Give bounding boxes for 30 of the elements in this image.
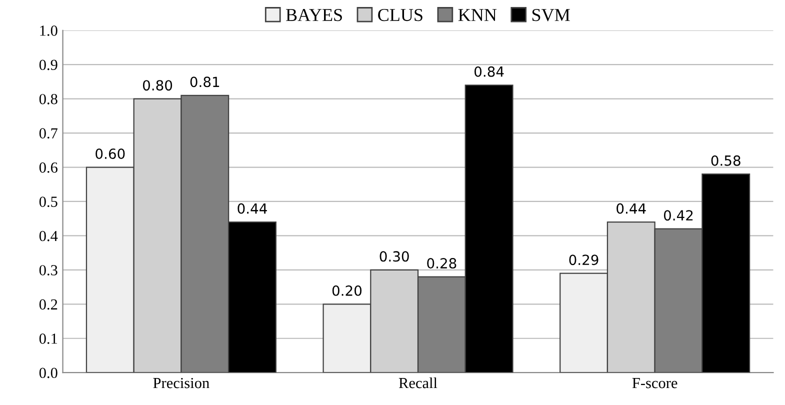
y-tick-label: 0.8 — [39, 94, 58, 104]
y-tick-label: 0.9 — [39, 60, 58, 70]
legend-label: KNN — [458, 9, 497, 21]
legend-label: BAYES — [286, 8, 342, 22]
x-tick-label: Recall — [398, 377, 438, 388]
y-tick-label: 0.6 — [39, 162, 58, 173]
data-label: 0.42 — [664, 210, 693, 221]
data-label: 0.44 — [238, 203, 267, 214]
y-tick-label: 0.5 — [39, 196, 58, 208]
data-label: 0.28 — [427, 258, 456, 269]
y-tick-label: 0.0 — [39, 368, 58, 378]
legend-label: CLUS — [378, 8, 422, 22]
y-tick-label: 0.2 — [39, 299, 58, 310]
data-label: 0.58 — [711, 155, 740, 166]
y-tick-label: 0.7 — [39, 128, 58, 139]
x-tick-label: Precision — [153, 378, 210, 388]
y-tick-label: 0.4 — [39, 230, 58, 242]
data-label: 0.44 — [616, 203, 646, 214]
data-label: 0.20 — [332, 285, 362, 296]
data-label: 0.80 — [142, 80, 172, 91]
y-tick-label: 0.3 — [39, 265, 58, 276]
data-label: 0.29 — [569, 254, 598, 266]
data-label: 0.84 — [474, 66, 504, 77]
data-label: 0.60 — [96, 148, 125, 160]
y-tick-label: 0.1 — [39, 334, 58, 344]
x-tick-label: F-score — [632, 378, 678, 388]
data-label: 0.81 — [190, 76, 220, 88]
data-label: 0.30 — [380, 251, 409, 262]
legend-label: SVM — [532, 8, 570, 22]
y-tick-label: 1.0 — [40, 26, 58, 36]
